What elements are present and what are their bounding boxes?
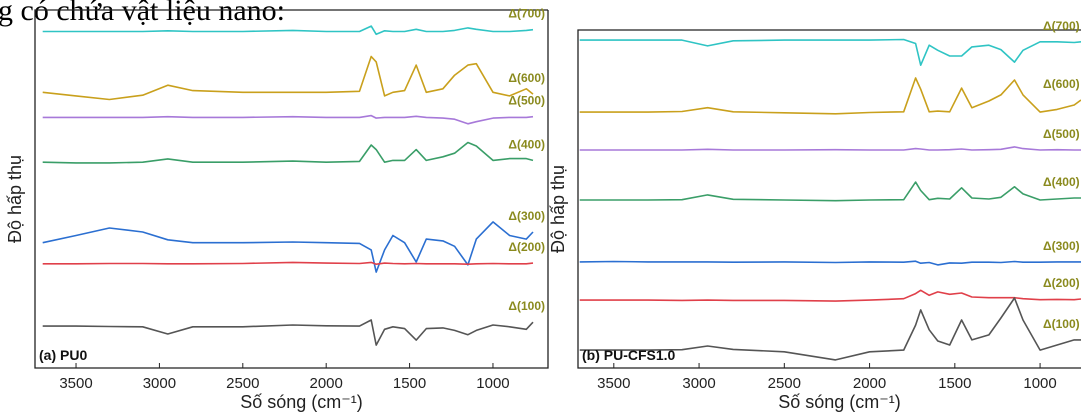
- x-tick-label: 1000: [1023, 375, 1056, 392]
- x-tick-label: 3500: [59, 375, 92, 392]
- x-axis-label: Số sóng (cm⁻¹): [778, 392, 901, 412]
- x-tick-label: 3000: [143, 375, 176, 392]
- x-tick-label: 1500: [938, 375, 971, 392]
- spectrum-line: [579, 77, 1081, 115]
- series-label: Δ(300): [1043, 239, 1080, 253]
- spectrum-line: [579, 181, 1081, 202]
- spectrum-line: [42, 319, 534, 346]
- spectrum-line: [42, 261, 534, 265]
- spectrum-line: [579, 297, 1081, 361]
- series-label: Δ(100): [1043, 317, 1080, 331]
- series-label: Δ(100): [508, 299, 545, 313]
- panel-title: (a) PU0: [39, 347, 87, 363]
- series-label: Δ(400): [1043, 175, 1080, 189]
- spectrum-line: [579, 260, 1081, 266]
- spectrum-line: [42, 55, 534, 101]
- spectrum-line: [42, 114, 534, 125]
- series-label: Δ(200): [508, 240, 545, 254]
- x-tick-label: 2500: [226, 375, 259, 392]
- series-label: Δ(600): [508, 71, 545, 85]
- spectrum-line: [579, 146, 1081, 151]
- x-tick-label: 2500: [768, 375, 801, 392]
- x-tick-label: 3000: [682, 375, 715, 392]
- x-tick-label: 1000: [476, 375, 509, 392]
- spectrum-line: [579, 38, 1081, 66]
- plot-frame: [34, 9, 549, 369]
- x-tick-label: 2000: [310, 375, 343, 392]
- spectrum-line: [579, 289, 1081, 302]
- y-axis-label: Độ hấp thụ: [5, 155, 25, 243]
- x-tick-label: 3500: [597, 375, 630, 392]
- panel-title: (b) PU-CFS1.0: [582, 347, 676, 363]
- header-text: g có chứa vật liệu nano:: [0, 0, 285, 27]
- plot-frame: [577, 29, 1081, 369]
- x-tick-label: 2000: [853, 375, 886, 392]
- x-axis-label: Số sóng (cm⁻¹): [240, 392, 363, 412]
- series-label: Δ(700): [1043, 19, 1080, 33]
- series-label: Δ(200): [1043, 276, 1080, 290]
- x-tick-label: 1500: [393, 375, 426, 392]
- series-label: Δ(500): [1043, 127, 1080, 141]
- y-axis-label: Độ hấp thụ: [548, 165, 568, 253]
- series-label: Δ(300): [508, 209, 545, 223]
- series-label: Δ(700): [508, 7, 545, 21]
- spectrum-line: [42, 141, 534, 164]
- series-label: Δ(400): [508, 137, 545, 151]
- series-label: Δ(600): [1043, 77, 1080, 91]
- spectrum-line: [42, 25, 534, 36]
- series-label: Δ(500): [508, 94, 545, 108]
- spectrum-line: [42, 221, 534, 273]
